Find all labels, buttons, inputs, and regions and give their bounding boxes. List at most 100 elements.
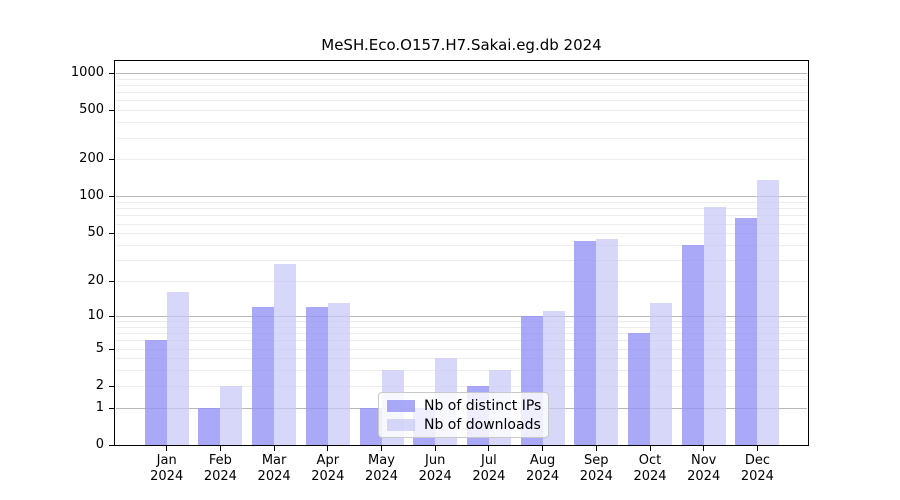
x-axis-tick-label: Sep 2024: [566, 453, 626, 485]
y-axis-tick: [109, 348, 115, 350]
month-label: Mar: [261, 453, 287, 468]
month-label: Oct: [638, 453, 662, 468]
minor-gridline: [116, 100, 807, 102]
bar-distinct-ips: [305, 306, 328, 445]
bar-downloads: [757, 180, 780, 445]
minor-gridline: [116, 370, 807, 372]
month-label: Sep: [584, 453, 609, 468]
minor-gridline: [116, 333, 807, 335]
x-axis-tick: [703, 445, 705, 451]
bar-distinct-ips: [574, 241, 597, 445]
year-label: 2024: [472, 469, 506, 484]
bar-distinct-ips: [198, 407, 221, 445]
minor-gridline: [116, 340, 807, 342]
year-label: 2024: [311, 469, 345, 484]
minor-gridline: [116, 137, 807, 139]
year-label: 2024: [526, 469, 560, 484]
minor-gridline: [116, 281, 807, 283]
month-label: Jun: [425, 453, 446, 468]
y-axis-tick: [109, 196, 115, 198]
bar-distinct-ips: [681, 245, 704, 445]
month-label: May: [368, 453, 395, 468]
minor-gridline: [116, 202, 807, 204]
year-label: 2024: [257, 469, 291, 484]
bar-downloads: [327, 302, 350, 445]
minor-gridline: [116, 215, 807, 217]
x-axis-tick-label: Dec 2024: [727, 453, 787, 485]
x-axis-tick-label: Jul 2024: [459, 453, 519, 485]
y-axis-tick: [109, 385, 115, 387]
x-axis-tick-label: Aug 2024: [513, 453, 573, 485]
y-axis-tick-label: 5: [95, 340, 104, 356]
y-axis-tick-label: 50: [87, 225, 104, 241]
bar-distinct-ips: [252, 306, 275, 445]
x-axis-tick: [595, 445, 597, 451]
year-label: 2024: [364, 469, 399, 484]
minor-gridline: [116, 233, 807, 235]
major-gridline: [116, 196, 807, 198]
bar-downloads: [166, 292, 189, 445]
minor-gridline: [116, 326, 807, 328]
year-label: 2024: [687, 469, 721, 484]
year-label: 2024: [579, 469, 613, 484]
minor-gridline: [116, 385, 807, 387]
x-axis-tick-label: Feb 2024: [190, 453, 250, 485]
x-axis-tick: [649, 445, 651, 451]
x-axis-tick: [542, 445, 544, 451]
minor-gridline: [116, 92, 807, 94]
bar-downloads: [220, 385, 243, 445]
x-axis-tick-label: Jan 2024: [137, 453, 197, 485]
month-label: Dec: [744, 453, 770, 468]
x-axis-tick: [756, 445, 758, 451]
minor-gridline: [116, 245, 807, 246]
minor-gridline: [116, 84, 807, 86]
year-label: 2024: [418, 469, 452, 484]
bar-downloads: [703, 207, 726, 445]
bar-downloads: [650, 302, 672, 445]
legend-item-distinct-ips: Nb of distinct IPs: [387, 397, 542, 414]
minor-gridline: [116, 110, 807, 112]
y-axis-tick-label: 20: [87, 273, 104, 289]
year-label: 2024: [203, 469, 237, 484]
year-label: 2024: [633, 469, 667, 484]
y-axis-tick: [109, 159, 115, 161]
x-axis-tick: [273, 445, 275, 451]
y-axis-tick: [109, 445, 115, 446]
minor-gridline: [116, 122, 807, 124]
y-axis-tick: [109, 72, 115, 74]
bar-distinct-ips: [628, 333, 650, 445]
legend-item-downloads: Nb of downloads: [387, 416, 541, 433]
y-axis-tick-label: 500: [79, 102, 104, 118]
y-axis-tick-label: 1000: [70, 64, 104, 80]
legend: Nb of distinct IPs Nb of downloads: [378, 392, 549, 438]
major-gridline: [116, 72, 807, 74]
y-axis-tick-label: 200: [79, 151, 104, 167]
bar-distinct-ips: [735, 217, 758, 445]
x-axis-tick: [488, 445, 490, 451]
y-axis-tick-label: 1: [95, 399, 104, 415]
bar-downloads: [274, 263, 297, 445]
year-label: 2024: [740, 469, 774, 484]
minor-gridline: [116, 260, 807, 262]
bar-distinct-ips: [144, 340, 167, 445]
major-gridline: [116, 315, 807, 317]
month-label: Feb: [208, 453, 232, 468]
y-axis-tick: [109, 407, 115, 409]
minor-gridline: [116, 321, 807, 322]
x-axis-tick: [327, 445, 329, 451]
y-axis-tick: [109, 110, 115, 112]
x-axis-tick-label: Mar 2024: [244, 453, 304, 485]
minor-gridline: [116, 208, 807, 210]
minor-gridline: [116, 78, 807, 80]
month-label: Nov: [691, 453, 717, 468]
y-axis-tick: [109, 233, 115, 235]
month-label: Jul: [481, 453, 497, 468]
legend-label-distinct-ips: Nb of distinct IPs: [424, 397, 542, 414]
minor-gridline: [116, 159, 807, 161]
x-axis-tick-label: Apr 2024: [298, 453, 358, 485]
chart-title: MeSH.Eco.O157.H7.Sakai.eg.db 2024: [321, 36, 602, 54]
legend-label-downloads: Nb of downloads: [424, 416, 541, 433]
y-axis-tick: [109, 281, 115, 283]
month-label: Apr: [316, 453, 340, 468]
